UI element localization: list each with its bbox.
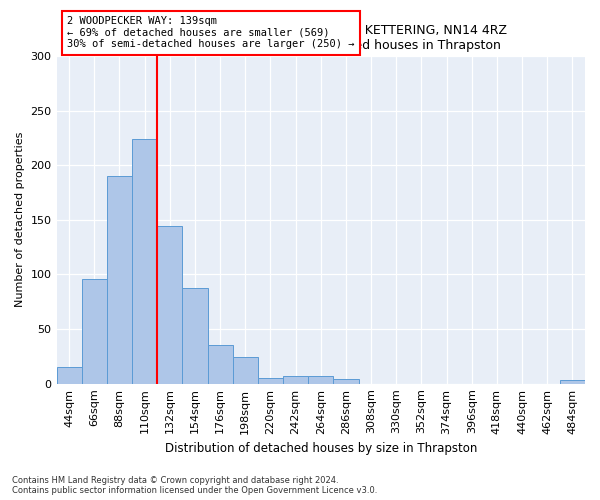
Bar: [82, 279, 107, 384]
Bar: [182, 288, 208, 384]
Bar: [233, 358, 258, 384]
Bar: [132, 139, 157, 384]
Text: Contains HM Land Registry data © Crown copyright and database right 2024.
Contai: Contains HM Land Registry data © Crown c…: [12, 476, 377, 495]
Bar: [107, 176, 132, 384]
Bar: [283, 376, 308, 384]
Bar: [308, 376, 334, 384]
Title: 2, WOODPECKER WAY, THRAPSTON, KETTERING, NN14 4RZ
Size of property relative to d: 2, WOODPECKER WAY, THRAPSTON, KETTERING,…: [135, 24, 507, 52]
Bar: [560, 380, 585, 384]
Bar: [56, 368, 82, 384]
Bar: [258, 378, 283, 384]
X-axis label: Distribution of detached houses by size in Thrapston: Distribution of detached houses by size …: [164, 442, 477, 455]
Bar: [334, 380, 359, 384]
Text: 2 WOODPECKER WAY: 139sqm
← 69% of detached houses are smaller (569)
30% of semi-: 2 WOODPECKER WAY: 139sqm ← 69% of detach…: [67, 16, 355, 50]
Bar: [208, 346, 233, 384]
Bar: [157, 226, 182, 384]
Y-axis label: Number of detached properties: Number of detached properties: [15, 132, 25, 308]
